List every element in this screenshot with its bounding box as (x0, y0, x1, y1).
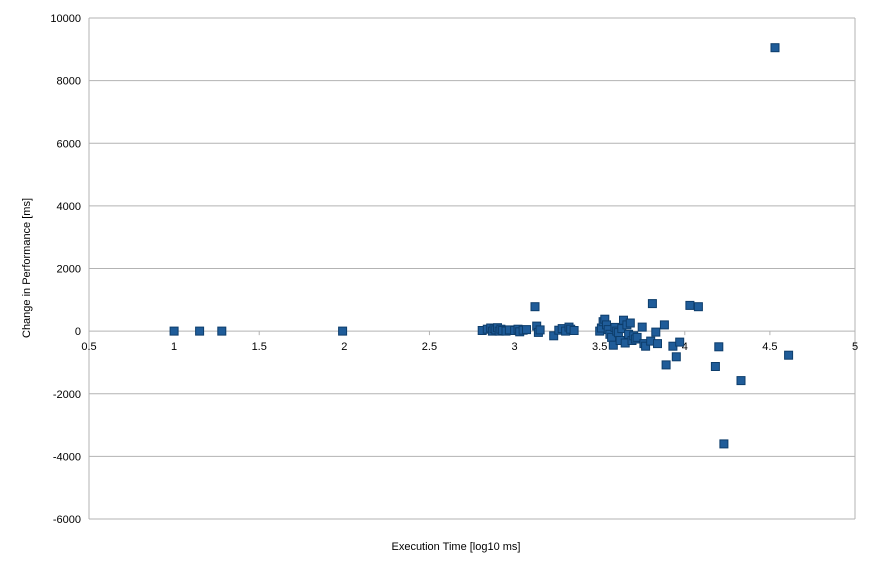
data-point (608, 340, 618, 350)
data-point (632, 332, 642, 342)
data-point (693, 302, 703, 312)
x-tick-label: 0.5 (81, 341, 96, 353)
data-point (653, 339, 662, 349)
data-point (169, 326, 179, 336)
data-point (569, 326, 579, 335)
x-tick-label: 2 (341, 341, 347, 353)
data-point (522, 325, 531, 335)
data-point (661, 360, 671, 370)
data-point (659, 320, 669, 330)
y-tick-label: 6000 (57, 138, 81, 150)
data-point (535, 325, 545, 335)
x-axis-title: Execution Time [log10 ms] (391, 541, 520, 553)
y-tick-label: 8000 (57, 76, 81, 88)
y-tick-label: -6000 (53, 514, 81, 526)
data-point (770, 43, 780, 53)
data-point (685, 300, 695, 310)
data-point (714, 342, 724, 352)
data-point (195, 326, 205, 336)
grid-layer (89, 17, 855, 520)
x-tick-label: 1.5 (252, 341, 267, 353)
data-point (719, 439, 729, 449)
x-tick-label: 4.5 (762, 341, 777, 353)
y-axis-title: Change in Performance [ms] (21, 198, 33, 338)
data-point (625, 318, 635, 328)
x-tick-label: 1 (171, 341, 177, 353)
data-point (671, 352, 681, 362)
y-tick-label: 10000 (50, 13, 81, 25)
y-tick-label: -4000 (53, 451, 81, 463)
y-tick-label: 0 (75, 326, 81, 338)
y-tick-label: 4000 (57, 201, 81, 213)
data-point (338, 326, 348, 336)
y-tick-label: 2000 (57, 264, 81, 276)
x-tick-label: 4 (682, 341, 688, 353)
tick-label-layer: -6000 -4000 -2000 0 2000 4000 6000 8000 10000 0.5… (50, 13, 858, 526)
y-tick-label: -2000 (53, 389, 81, 401)
data-point (710, 362, 720, 371)
data-point (641, 341, 651, 351)
data-point (637, 322, 647, 332)
x-tick-label: 2.5 (422, 341, 437, 353)
axis-layer (88, 18, 856, 520)
data-point (217, 326, 227, 336)
data-point (647, 299, 657, 309)
data-point (549, 331, 559, 341)
x-tick-label: 3.5 (592, 341, 607, 353)
data-point (530, 302, 540, 312)
data-point (651, 327, 661, 337)
data-point (736, 376, 746, 386)
data-point (675, 337, 685, 347)
data-point (784, 350, 794, 360)
x-tick-label: 3 (511, 341, 517, 353)
data-point-layer (169, 43, 794, 449)
x-tick-label: 5 (852, 341, 858, 353)
